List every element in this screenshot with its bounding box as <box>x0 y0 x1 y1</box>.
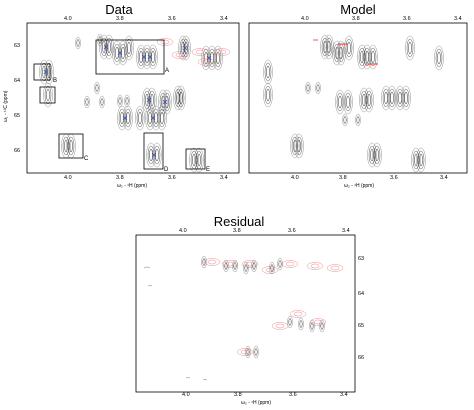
data-bottom-tick-2: 3.8 <box>116 175 124 181</box>
box-label-e: E <box>206 167 210 173</box>
residual-top-tick-4: 3.4 <box>342 228 350 234</box>
residual-panel <box>135 234 356 393</box>
box-b <box>33 63 51 81</box>
model-top-tick-3: 3.6 <box>403 16 411 22</box>
data-top-tick-4: 3.4 <box>220 16 228 22</box>
model-bottom-tick-2: 3.8 <box>339 175 347 181</box>
data-panel: A B C D E <box>26 22 240 174</box>
residual-y-tick-66: 66 <box>358 355 365 361</box>
box-a <box>95 39 165 75</box>
data-top-tick-2: 3.8 <box>116 16 124 22</box>
data-y-tick-66: 66 <box>14 148 21 154</box>
residual-top-tick-2: 3.8 <box>233 228 241 234</box>
box-d <box>143 132 164 170</box>
box-label-c: C <box>84 156 89 162</box>
model-red-highlights <box>313 39 378 65</box>
residual-top-tick-3: 3.6 <box>288 228 296 234</box>
residual-top-tick-1: 4.0 <box>179 228 187 234</box>
residual-panel-title: Residual <box>213 214 265 229</box>
residual-noise <box>143 266 208 381</box>
residual-y-tick-63: 63 <box>358 256 365 262</box>
model-top-tick-2: 3.8 <box>352 16 360 22</box>
data-panel-title: Data <box>105 2 133 17</box>
box-label-d: D <box>164 167 169 173</box>
residual-bottom-tick-4: 3.4 <box>340 392 348 398</box>
box-e <box>185 148 206 170</box>
model-top-tick-4: 3.4 <box>454 16 462 22</box>
box-c <box>58 133 84 159</box>
model-bottom-tick-4: 3.4 <box>440 175 448 181</box>
residual-bottom-tick-1: 4.0 <box>182 392 190 398</box>
data-top-tick-1: 4.0 <box>64 16 72 22</box>
model-panel <box>248 22 468 174</box>
data-y-tick-65: 65 <box>14 113 21 119</box>
residual-y-tick-64: 64 <box>358 291 365 297</box>
box-label-b: B <box>53 78 57 84</box>
data-x-axis-label: ω₂ - ¹H (ppm) <box>117 183 148 189</box>
model-bottom-tick-1: 4.0 <box>291 175 299 181</box>
residual-bottom-tick-3: 3.6 <box>289 392 297 398</box>
model-panel-title: Model <box>340 2 376 17</box>
model-x-axis-label: ω₂ - ¹H (ppm) <box>344 183 375 189</box>
residual-bottom-tick-2: 3.8 <box>234 392 242 398</box>
data-y-tick-64: 64 <box>14 78 21 84</box>
data-bottom-tick-3: 3.6 <box>168 175 176 181</box>
residual-panel-frame <box>135 234 356 393</box>
data-top-tick-3: 3.6 <box>168 16 176 22</box>
data-bottom-tick-4: 3.4 <box>220 175 228 181</box>
data-y-tick-63: 63 <box>14 43 21 49</box>
box-c-upper <box>39 86 56 104</box>
box-label-a: A <box>165 68 169 74</box>
data-annotation-boxes <box>33 39 206 170</box>
model-bottom-tick-3: 3.6 <box>390 175 398 181</box>
residual-x-axis-label: ω₂ - ¹H (ppm) <box>241 400 272 406</box>
data-bottom-tick-1: 4.0 <box>64 175 72 181</box>
residual-y-tick-65: 65 <box>358 323 365 329</box>
model-top-tick-1: 4.0 <box>301 16 309 22</box>
model-panel-frame <box>248 22 468 174</box>
